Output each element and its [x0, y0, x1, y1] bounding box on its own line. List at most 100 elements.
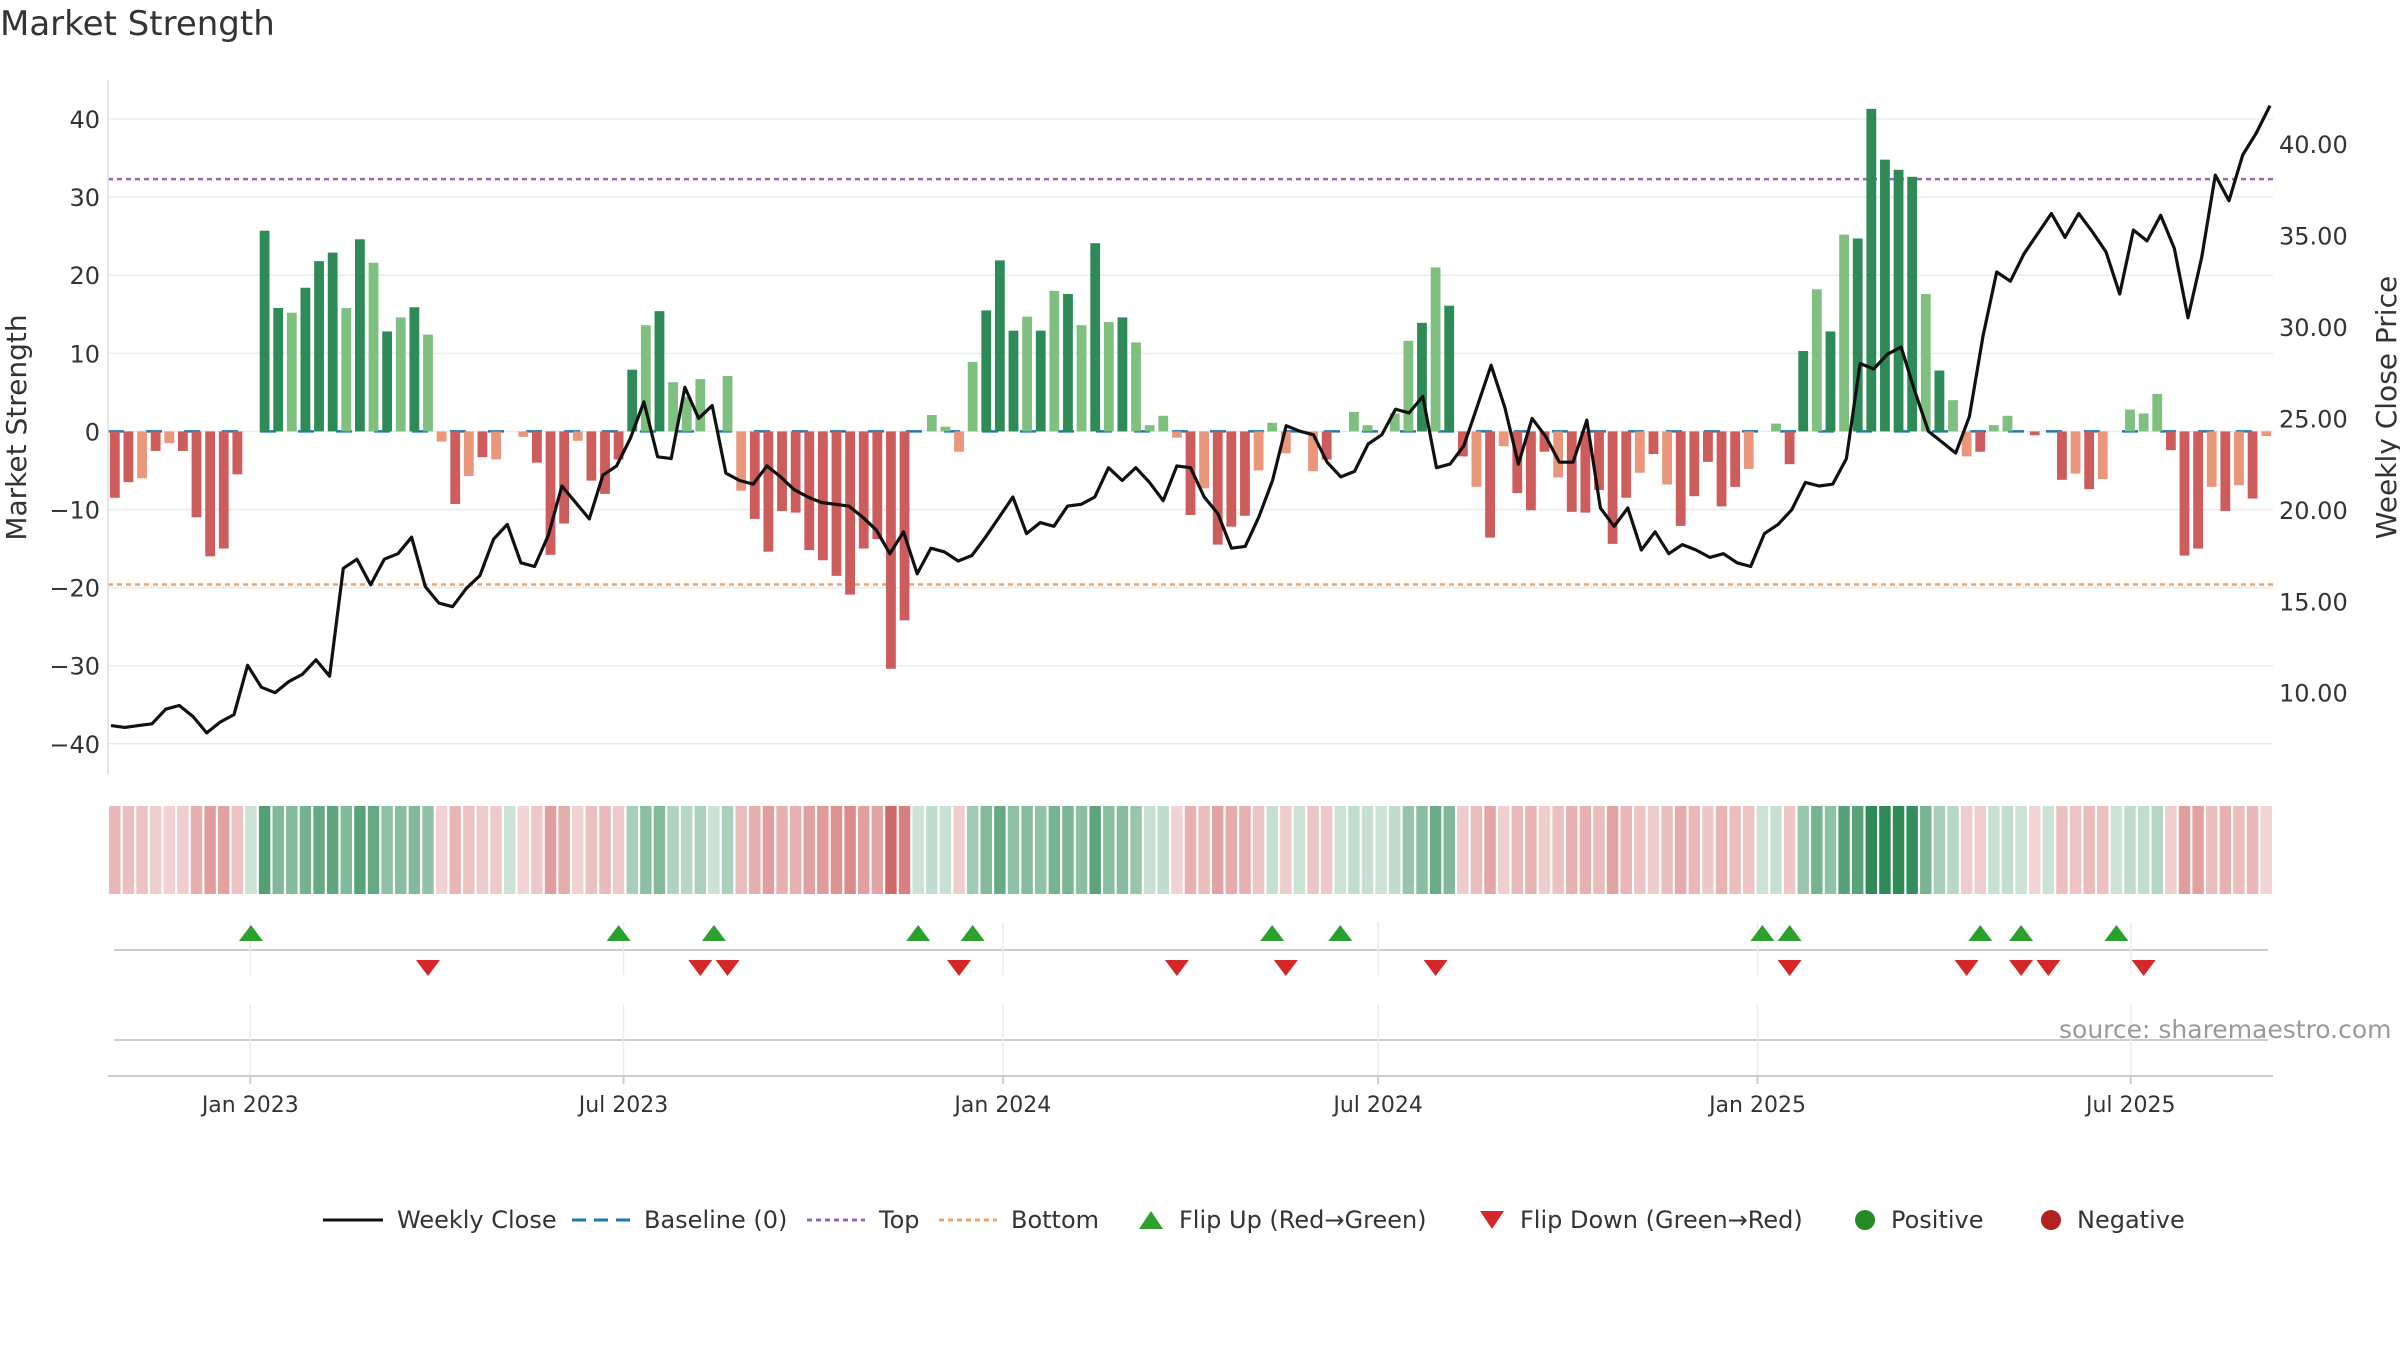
- flip-down-marker: [1954, 960, 1979, 976]
- strength-bar: [450, 431, 461, 505]
- heat-cell: [272, 806, 284, 894]
- heat-cell: [544, 806, 557, 894]
- strength-bar: [1280, 431, 1291, 454]
- strength-bar: [1171, 431, 1182, 438]
- y2-tick-label: 10.00: [2279, 680, 2348, 708]
- heat-cell: [599, 806, 611, 894]
- axis-labels: Market Strength Weekly Close Price: [0, 276, 2400, 541]
- strength-bar: [1008, 330, 1019, 432]
- heat-cell: [2083, 806, 2095, 894]
- heat-cell: [1797, 806, 1809, 894]
- strength-bar: [2193, 431, 2204, 549]
- heat-cell: [1184, 806, 1197, 894]
- heat-cell: [2124, 806, 2136, 894]
- heat-cell: [1865, 806, 1878, 894]
- x-axis: Jan 2023 Jul 2023 Jan 2024 Jul 2024 Jan 2025…: [108, 1075, 2273, 1118]
- strength-bar: [1948, 400, 1958, 432]
- strength-bar: [1880, 159, 1890, 432]
- legend-negative[interactable]: Negative: [2039, 1206, 2185, 1234]
- strength-bar: [1158, 415, 1169, 432]
- heat-cell: [531, 806, 543, 894]
- heat-cell: [1375, 806, 1387, 894]
- strength-bar: [2070, 431, 2081, 474]
- heat-cell: [898, 806, 911, 894]
- heat-cell: [1239, 806, 1251, 894]
- strength-bar: [1553, 431, 1564, 478]
- strength-bar: [1471, 431, 1482, 487]
- strength-bar: [382, 331, 393, 432]
- legend-baseline[interactable]: Baseline (0): [572, 1206, 787, 1234]
- heat-cell: [381, 806, 393, 894]
- strength-bar: [1703, 431, 1713, 462]
- heat-cell: [218, 806, 230, 894]
- dashed-line-icon: [572, 1218, 630, 1222]
- heat-cell: [2246, 806, 2259, 894]
- heat-cell: [1770, 806, 1782, 894]
- heat-cell: [422, 806, 434, 894]
- strength-bar: [1444, 305, 1455, 432]
- legend-bottom[interactable]: Bottom: [939, 1206, 1099, 1234]
- heat-cell: [1552, 806, 1564, 894]
- strength-bar: [273, 308, 284, 432]
- triangle-up-icon: [1139, 1211, 1163, 1229]
- flip-up-marker: [701, 925, 726, 941]
- strength-bar: [1743, 431, 1754, 469]
- strength-bar: [1131, 342, 1141, 432]
- strength-bar: [1076, 325, 1087, 432]
- legend-flip-up[interactable]: Flip Up (Red→Green): [1137, 1206, 1427, 1234]
- heat-cell: [1334, 806, 1346, 894]
- x-tick-label: Jan 2025: [1707, 1093, 1806, 1118]
- flip-up-marker: [1968, 925, 1993, 941]
- strength-bar: [423, 334, 433, 432]
- heat-cell: [1443, 806, 1455, 894]
- strength-bar: [1539, 431, 1550, 452]
- heat-cell: [408, 806, 421, 894]
- strength-bar: [994, 260, 1005, 432]
- strength-bar: [2179, 431, 2190, 556]
- heat-cell: [503, 806, 516, 894]
- strength-bar: [1716, 431, 1727, 507]
- heat-cell: [2069, 806, 2082, 894]
- heat-cell: [1634, 806, 1646, 894]
- legend-label: Weekly Close: [397, 1206, 557, 1234]
- strength-bar: [395, 317, 406, 432]
- strength-bar: [2125, 409, 2135, 432]
- legend-label: Bottom: [1011, 1206, 1100, 1234]
- strength-bar: [1689, 431, 1700, 497]
- flip-up-marker: [1750, 925, 1775, 941]
- strength-bar: [1866, 108, 1877, 432]
- heat-cell: [1089, 806, 1101, 894]
- legend-positive[interactable]: Positive: [1853, 1206, 1984, 1234]
- heat-cell: [1811, 806, 1823, 894]
- heat-cell: [313, 806, 325, 894]
- strength-bar: [1662, 431, 1672, 485]
- x-tick-label: Jan 2023: [200, 1093, 299, 1118]
- heat-cell: [354, 806, 366, 894]
- heat-cell: [177, 806, 189, 894]
- y2-tick-label: 35.00: [2279, 222, 2348, 250]
- legend-label: Positive: [1891, 1206, 1984, 1234]
- chart-title: Market Strength: [0, 4, 275, 44]
- heat-cell: [258, 806, 271, 894]
- x-tick-label: Jul 2025: [2084, 1093, 2176, 1118]
- heat-cell: [980, 806, 992, 894]
- heat-cell: [912, 806, 924, 894]
- strength-bar: [2029, 431, 2040, 436]
- legend-label: Baseline (0): [644, 1206, 788, 1234]
- strength-bar: [804, 431, 815, 551]
- heat-cell: [1960, 806, 1973, 894]
- strength-bar: [1199, 431, 1210, 489]
- strength-bar: [1035, 330, 1046, 432]
- heat-cell: [231, 806, 244, 894]
- legend-weekly-close[interactable]: Weekly Close: [323, 1206, 557, 1234]
- triangle-down-icon: [1480, 1211, 1504, 1229]
- dotted-line-icon: [807, 1218, 865, 1222]
- legend-top[interactable]: Top: [807, 1206, 920, 1234]
- y2-tick-label: 30.00: [2279, 314, 2348, 342]
- heat-cell: [1225, 806, 1238, 894]
- flip-down-marker: [2009, 960, 2034, 976]
- legend-flip-down[interactable]: Flip Down (Green→Red): [1478, 1206, 1803, 1234]
- heat-cell: [1892, 806, 1905, 894]
- y-axis-left: 40 30 20 10 0 −10 −20 −30 −40: [49, 80, 109, 775]
- weekly-close-line: [110, 104, 2272, 735]
